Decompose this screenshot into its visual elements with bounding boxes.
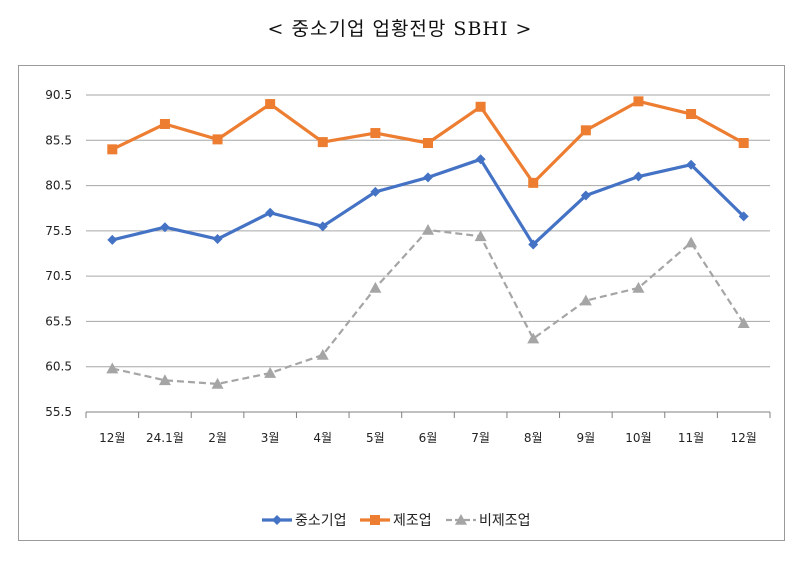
data-point bbox=[528, 177, 539, 188]
legend-marker bbox=[272, 515, 282, 525]
data-point bbox=[527, 332, 540, 344]
data-point bbox=[369, 281, 382, 293]
x-tick-label: 7월 bbox=[471, 431, 490, 445]
data-point bbox=[475, 101, 486, 112]
x-tick-label: 9월 bbox=[577, 431, 596, 445]
x-tick-label: 12월 bbox=[99, 431, 125, 445]
data-point bbox=[265, 99, 276, 110]
series-2 bbox=[107, 96, 749, 188]
data-point bbox=[528, 239, 539, 250]
data-point bbox=[686, 159, 697, 170]
data-point bbox=[159, 118, 170, 129]
y-tick-label: 80.5 bbox=[45, 179, 72, 193]
data-point bbox=[317, 221, 328, 232]
y-tick-label: 90.5 bbox=[45, 88, 72, 102]
data-point bbox=[633, 96, 644, 107]
data-point bbox=[579, 294, 592, 306]
data-point bbox=[370, 186, 381, 197]
legend-label: 중소기업 bbox=[295, 513, 347, 529]
y-tick-label: 70.5 bbox=[45, 269, 72, 283]
data-point bbox=[316, 348, 329, 360]
x-tick-label: 24.1월 bbox=[146, 431, 184, 445]
data-point bbox=[686, 109, 697, 120]
data-point bbox=[738, 211, 749, 222]
data-point bbox=[737, 317, 750, 329]
data-point bbox=[106, 362, 119, 374]
data-point bbox=[474, 230, 487, 242]
x-tick-label: 5월 bbox=[366, 431, 385, 445]
data-point bbox=[158, 374, 171, 386]
legend-marker bbox=[370, 515, 380, 525]
legend-label: 비제조업 bbox=[479, 513, 531, 529]
data-point bbox=[212, 234, 223, 245]
series-line bbox=[112, 228, 745, 386]
data-point bbox=[580, 125, 591, 136]
data-point bbox=[422, 223, 434, 235]
chart-frame bbox=[18, 65, 785, 541]
x-tick-label: 3월 bbox=[261, 431, 280, 445]
y-tick-label: 55.5 bbox=[45, 405, 72, 419]
series-layer bbox=[106, 96, 750, 389]
data-point bbox=[107, 144, 118, 155]
y-tick-label: 65.5 bbox=[45, 314, 72, 328]
data-point bbox=[632, 281, 645, 293]
x-tick-label: 6월 bbox=[419, 431, 438, 445]
x-tick-label: 10월 bbox=[625, 431, 651, 445]
data-point bbox=[317, 137, 328, 148]
chart-title: < 중소기업 업황전망 SBHI > bbox=[267, 18, 533, 40]
legend: 중소기업 제조업 비제조업 bbox=[262, 513, 531, 529]
data-point bbox=[423, 138, 433, 149]
data-point bbox=[685, 236, 698, 248]
legend-label: 제조업 bbox=[393, 513, 432, 529]
x-axis: 12월 24.1월 2월 3월 4월 5월 6월 7월 8월 9월 10월 11월 12월 bbox=[85, 412, 771, 445]
x-tick-label: 2월 bbox=[208, 431, 227, 445]
series-1 bbox=[107, 154, 749, 250]
data-point bbox=[633, 171, 644, 182]
x-tick-label: 4월 bbox=[313, 431, 332, 445]
data-point bbox=[212, 134, 223, 145]
x-tick-label: 12월 bbox=[731, 431, 757, 445]
data-point bbox=[370, 128, 381, 139]
x-tick-label: 11월 bbox=[678, 431, 704, 445]
series-3 bbox=[106, 223, 750, 389]
data-point bbox=[423, 172, 433, 183]
y-axis-ticks: 90.5 85.5 80.5 75.5 70.5 65.5 60.5 55.5 bbox=[45, 88, 72, 419]
data-point bbox=[475, 154, 486, 165]
data-point bbox=[580, 190, 591, 201]
data-point bbox=[159, 222, 170, 233]
y-tick-label: 60.5 bbox=[45, 360, 72, 374]
data-point bbox=[211, 377, 224, 389]
data-point bbox=[265, 207, 276, 218]
data-point bbox=[107, 234, 118, 245]
data-point bbox=[264, 367, 277, 378]
legend-marker bbox=[455, 514, 467, 525]
y-tick-label: 85.5 bbox=[45, 133, 72, 147]
x-tick-label: 8월 bbox=[524, 431, 543, 445]
y-tick-label: 75.5 bbox=[45, 224, 72, 238]
data-point bbox=[738, 138, 749, 149]
